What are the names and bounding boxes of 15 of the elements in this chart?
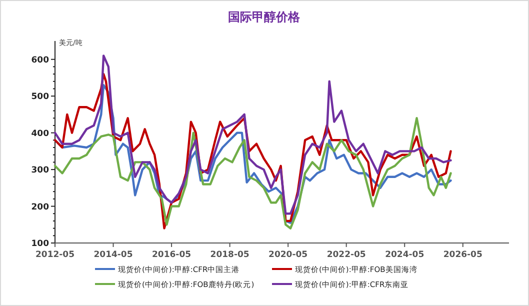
x-tick-label: 2012-05	[35, 250, 75, 260]
y-tick-label: 200	[31, 202, 50, 212]
x-tick-label: 2020-05	[268, 250, 308, 260]
x-tick-label: 2024-05	[385, 250, 424, 260]
x-tick-label: 2026-05	[443, 250, 482, 260]
x-tick-label: 2016-05	[152, 250, 192, 260]
x-tick-label: 2018-05	[210, 250, 250, 260]
y-tick-label: 400	[31, 128, 50, 139]
y-tick-label: 500	[31, 92, 50, 102]
chart-title: 国际甲醇价格	[228, 10, 301, 24]
x-tick-label: 2014-05	[94, 250, 133, 260]
x-tick-label: 2022-05	[326, 250, 366, 260]
y-tick-label: 300	[31, 166, 50, 176]
y-tick-label: 100	[31, 239, 50, 249]
y-tick-label: 600	[31, 55, 50, 66]
